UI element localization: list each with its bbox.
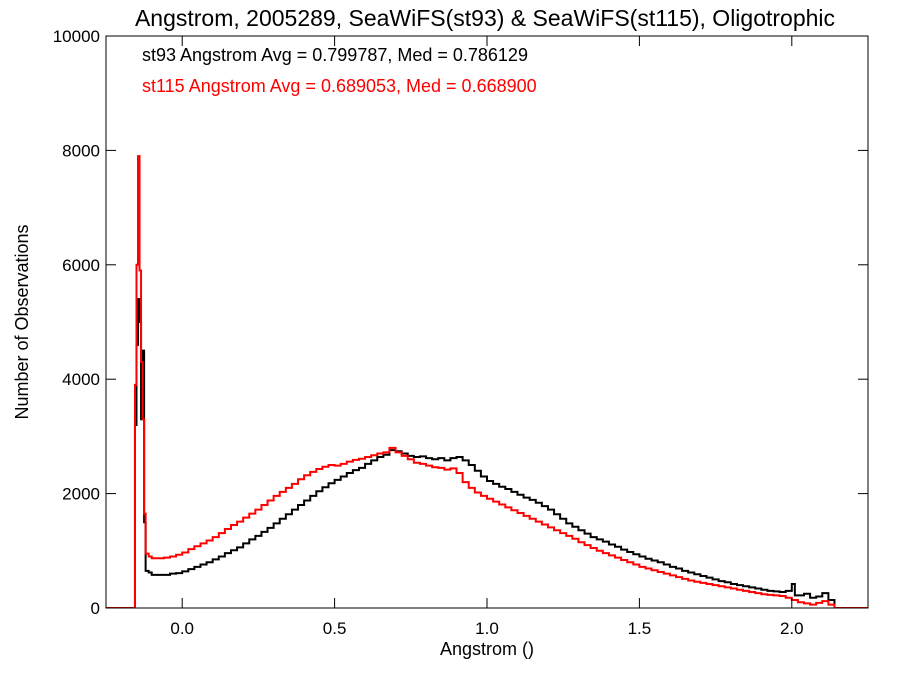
annotation-st115: st115 Angstrom Avg = 0.689053, Med = 0.6… bbox=[142, 76, 537, 96]
x-tick-label: 0.5 bbox=[323, 619, 347, 638]
y-tick-label: 2000 bbox=[62, 485, 100, 504]
annotation-st93: st93 Angstrom Avg = 0.799787, Med = 0.78… bbox=[142, 45, 528, 65]
x-tick-label: 0.0 bbox=[170, 619, 194, 638]
x-axis-label: Angstrom () bbox=[440, 639, 534, 659]
x-axis-ticks: 0.0 0.5 1.0 1.5 2.0 bbox=[170, 36, 804, 638]
y-tick-label: 4000 bbox=[62, 370, 100, 389]
chart-title: Angstrom, 2005289, SeaWiFS(st93) & SeaWi… bbox=[135, 5, 835, 31]
x-tick-label: 1.0 bbox=[475, 619, 499, 638]
y-axis-ticks: 0 2000 4000 6000 8000 10000 bbox=[53, 27, 868, 618]
y-axis-label: Number of Observations bbox=[12, 224, 32, 419]
series-layer bbox=[106, 155, 868, 608]
x-tick-label: 1.5 bbox=[628, 619, 652, 638]
y-tick-label: 6000 bbox=[62, 256, 100, 275]
series-st93-line bbox=[106, 298, 868, 608]
y-tick-label: 10000 bbox=[53, 27, 100, 46]
y-tick-label: 8000 bbox=[62, 141, 100, 160]
series-st115-line bbox=[106, 155, 868, 608]
x-tick-label: 2.0 bbox=[780, 619, 804, 638]
y-tick-label: 0 bbox=[91, 599, 100, 618]
